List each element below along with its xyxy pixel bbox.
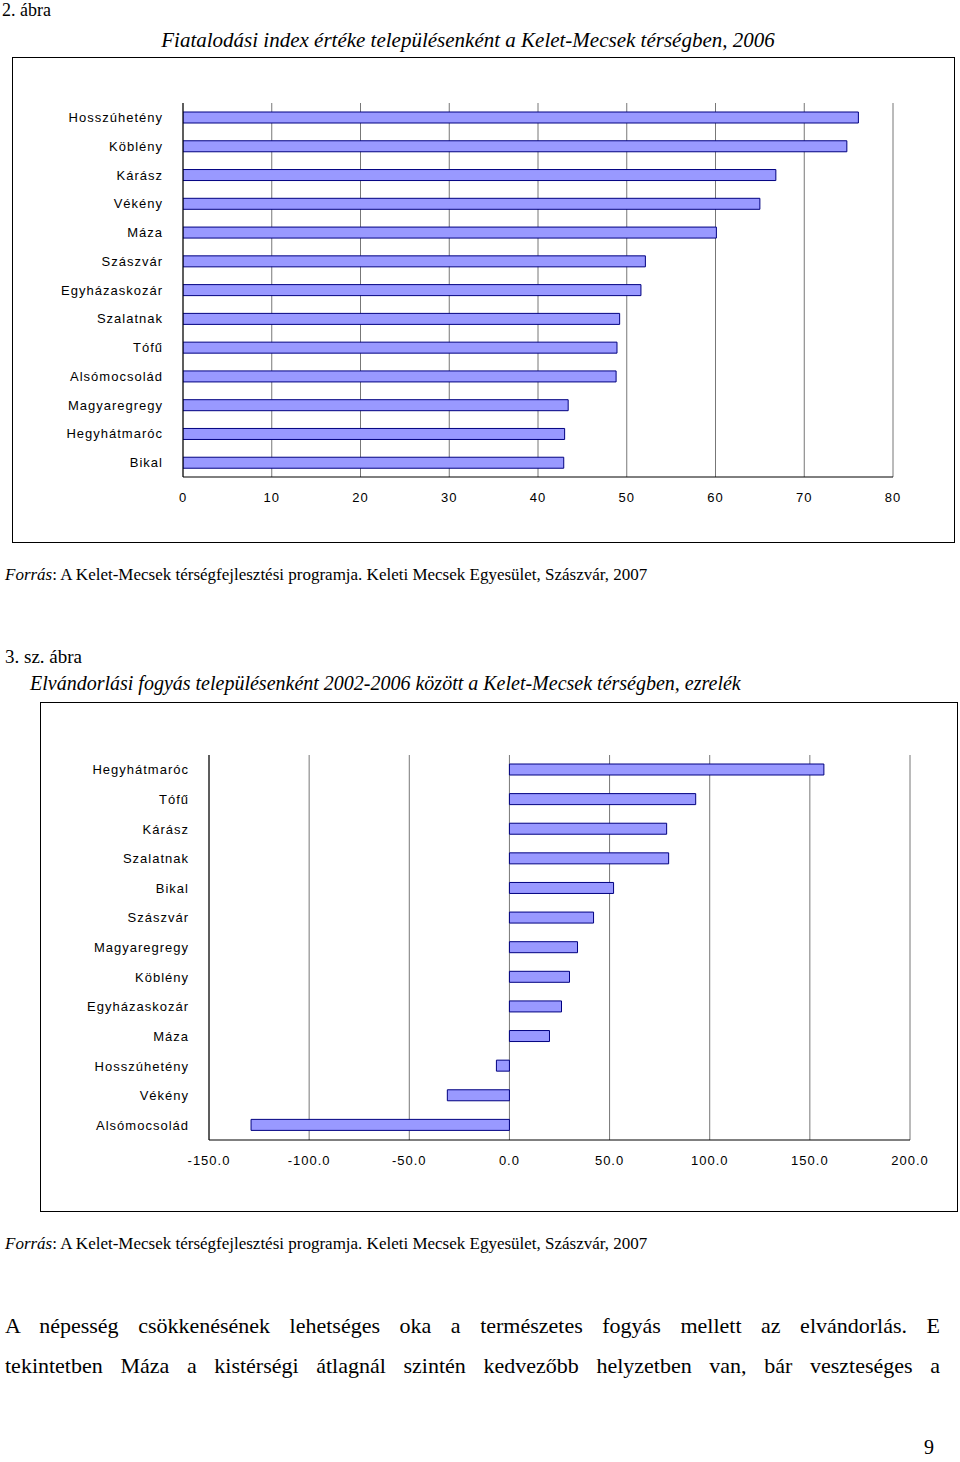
svg-text:Magyaregregy: Magyaregregy	[68, 398, 163, 413]
svg-text:Alsómocsolád: Alsómocsolád	[70, 369, 163, 384]
svg-text:Vékény: Vékény	[114, 196, 163, 211]
svg-text:Hegyhátmaróc: Hegyhátmaróc	[66, 426, 163, 441]
html-text:3. sz. ábra: 3. sz. ábra	[5, 646, 82, 667]
svg-text:Magyaregregy: Magyaregregy	[94, 940, 189, 955]
svg-text:Egyházaskozár: Egyházaskozár	[87, 999, 189, 1014]
svg-text:200.0: 200.0	[891, 1153, 929, 1168]
svg-text:80: 80	[885, 490, 901, 505]
svg-text:Vékény: Vékény	[140, 1088, 189, 1103]
svg-text:30: 30	[441, 490, 457, 505]
svg-text:Bikal: Bikal	[156, 881, 189, 896]
svg-text:Szalatnak: Szalatnak	[97, 311, 163, 326]
svg-text:Hosszúhetény: Hosszúhetény	[95, 1059, 189, 1074]
svg-text:Szászvár: Szászvár	[128, 910, 189, 925]
html-text:9: 9	[924, 1436, 934, 1458]
svg-text:Alsómocsolád: Alsómocsolád	[96, 1118, 189, 1133]
svg-text:Szászvár: Szászvár	[102, 254, 163, 269]
html-text:Fiatalodási index értéke telep: Fiatalodási index értéke településenként…	[161, 28, 775, 52]
svg-text:60: 60	[707, 490, 723, 505]
html-text:2. ábra: 2. ábra	[2, 0, 51, 20]
svg-text:0.0: 0.0	[499, 1153, 520, 1168]
svg-text:Kárász: Kárász	[143, 822, 189, 837]
svg-text:-150.0: -150.0	[188, 1153, 231, 1168]
svg-text:50.0: 50.0	[595, 1153, 624, 1168]
html-text:Elvándorlási fogyás települése: Elvándorlási fogyás településenként 2002…	[30, 672, 741, 694]
svg-text:Szalatnak: Szalatnak	[123, 851, 189, 866]
svg-text:-50.0: -50.0	[392, 1153, 427, 1168]
html-text:A népesség csökkenésének lehet: A népesség csökkenésének lehetséges oka …	[5, 1313, 940, 1338]
svg-text:50: 50	[619, 490, 635, 505]
html-text:Forrás: A Kelet-Mecsek térségf: Forrás: A Kelet-Mecsek térségfejlesztési…	[5, 565, 648, 584]
svg-text:70: 70	[796, 490, 812, 505]
svg-text:Hosszúhetény: Hosszúhetény	[69, 110, 163, 125]
svg-text:Tófű: Tófű	[159, 792, 189, 807]
svg-text:100.0: 100.0	[691, 1153, 729, 1168]
svg-text:150.0: 150.0	[791, 1153, 829, 1168]
svg-text:40: 40	[530, 490, 546, 505]
html-text:Forrás: A Kelet-Mecsek térségf: Forrás: A Kelet-Mecsek térségfejlesztési…	[5, 1234, 648, 1253]
svg-text:-100.0: -100.0	[288, 1153, 331, 1168]
svg-text:20: 20	[352, 490, 368, 505]
svg-text:Bikal: Bikal	[130, 455, 163, 470]
svg-text:Máza: Máza	[153, 1029, 189, 1044]
svg-text:Tófű: Tófű	[133, 340, 163, 355]
svg-text:Egyházaskozár: Egyházaskozár	[61, 283, 163, 298]
svg-text:Köblény: Köblény	[135, 970, 189, 985]
svg-text:Köblény: Köblény	[109, 139, 163, 154]
svg-text:Hegyhátmaróc: Hegyhátmaróc	[92, 762, 189, 777]
html-text:tekintetben Máza a kistérségi: tekintetben Máza a kistérségi átlagnál s…	[5, 1353, 940, 1378]
svg-text:0: 0	[179, 490, 187, 505]
svg-text:10: 10	[264, 490, 280, 505]
svg-text:Kárász: Kárász	[117, 168, 163, 183]
svg-text:Máza: Máza	[127, 225, 163, 240]
